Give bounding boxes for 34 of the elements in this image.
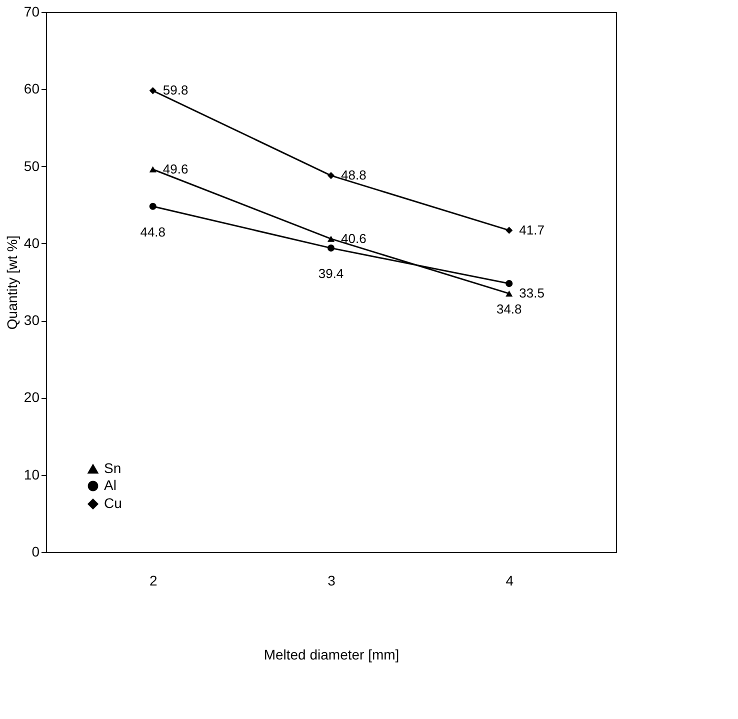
point <box>506 226 513 234</box>
legend-label: Cu <box>104 495 122 511</box>
legend-label: Sn <box>104 460 122 476</box>
point <box>149 166 156 172</box>
legend-label: Al <box>104 477 116 493</box>
y-tick-label: 60 <box>24 80 40 97</box>
x-tick-label: 3 <box>328 572 336 588</box>
y-tick-label: 0 <box>32 544 40 560</box>
data-label: 59.8 <box>162 82 188 98</box>
y-tick-label: 70 <box>24 4 40 20</box>
point <box>506 290 513 297</box>
y-tick-label: 50 <box>24 158 40 174</box>
x-tick-label: 4 <box>506 572 514 588</box>
y-tick-label: 10 <box>24 466 40 482</box>
point <box>327 244 335 252</box>
data-label: 49.6 <box>162 161 188 176</box>
data-label: 40.6 <box>341 230 366 246</box>
point <box>149 202 156 210</box>
y-tick-label: 30 <box>24 312 40 328</box>
data-label: 44.8 <box>140 224 166 240</box>
y-axis-title: Quantity [wt %] <box>4 235 20 330</box>
data-label: 33.5 <box>519 286 544 301</box>
point <box>149 87 156 94</box>
x-axis-title: Melted diameter [mm] <box>264 646 400 662</box>
y-tick-label: 40 <box>24 234 40 251</box>
y-tick-label: 20 <box>24 389 40 406</box>
data-label: 39.4 <box>318 266 344 282</box>
data-label: 34.8 <box>496 302 522 317</box>
data-label: 41.7 <box>519 222 544 238</box>
x-tick-label: 2 <box>149 572 158 588</box>
point <box>327 236 335 242</box>
data-label: 48.8 <box>341 168 366 183</box>
point <box>327 172 335 180</box>
point <box>506 280 513 288</box>
